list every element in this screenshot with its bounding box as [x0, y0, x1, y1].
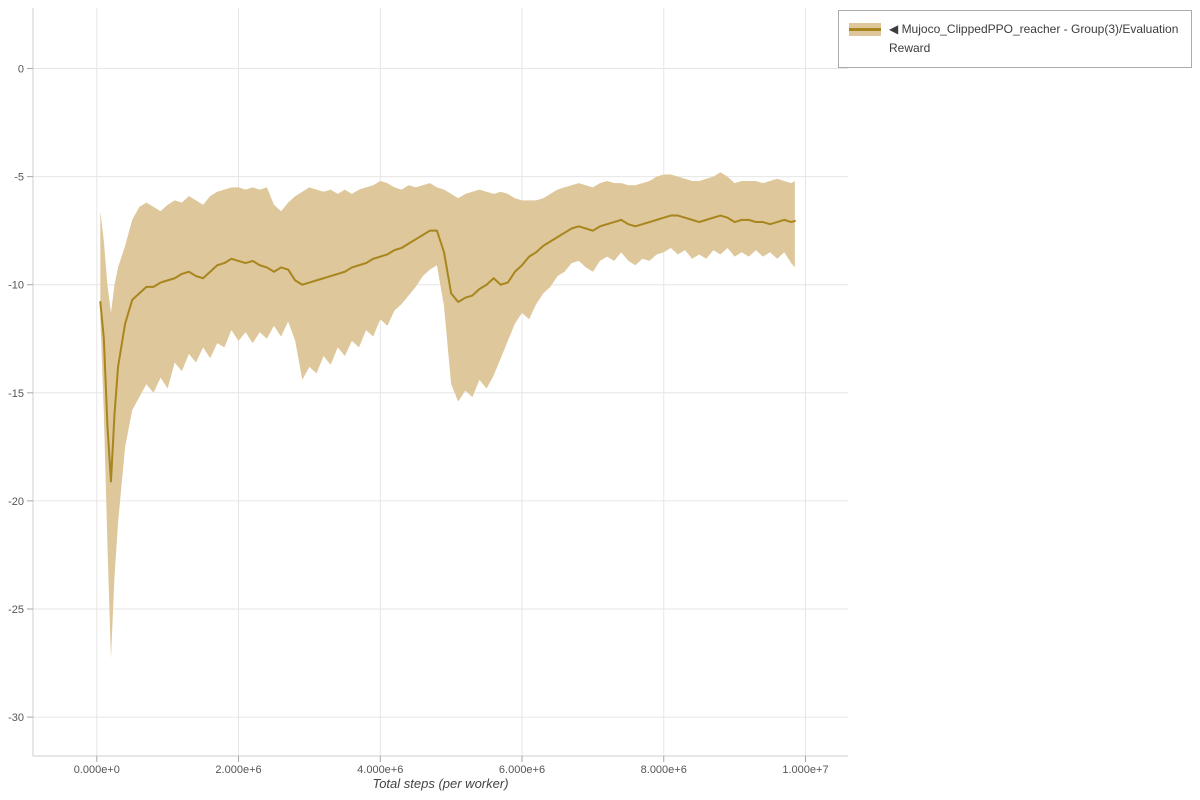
svg-text:2.000e+6: 2.000e+6 [215, 764, 261, 776]
svg-text:0: 0 [18, 64, 24, 76]
svg-text:-5: -5 [14, 172, 24, 184]
legend-swatch-line-icon [849, 28, 881, 31]
svg-text:-20: -20 [8, 496, 24, 508]
confidence-band [100, 172, 795, 659]
svg-text:4.000e+6: 4.000e+6 [357, 764, 403, 776]
legend-swatch [849, 23, 881, 36]
svg-text:-25: -25 [8, 604, 24, 616]
svg-text:1.000e+7: 1.000e+7 [782, 764, 828, 776]
axes [27, 8, 848, 762]
tick-labels: 0 -5 -10 -15 -20 -25 -30 0.000e+0 2.000e+6 4.000e… [8, 64, 828, 776]
svg-text:6.000e+6: 6.000e+6 [499, 764, 545, 776]
legend-label: ◀ Mujoco_ClippedPPO_reacher - Group(3)/E… [889, 22, 1179, 56]
grid-lines [33, 8, 848, 756]
svg-text:-10: -10 [8, 280, 24, 292]
x-axis-label: Total steps (per worker) [372, 776, 509, 791]
svg-text:0.000e+0: 0.000e+0 [74, 764, 120, 776]
legend: ◀ Mujoco_ClippedPPO_reacher - Group(3)/E… [838, 10, 1192, 69]
svg-text:-15: -15 [8, 388, 24, 400]
mean-reward-line [99, 214, 796, 483]
svg-text:-30: -30 [8, 712, 24, 724]
svg-text:8.000e+6: 8.000e+6 [641, 764, 687, 776]
